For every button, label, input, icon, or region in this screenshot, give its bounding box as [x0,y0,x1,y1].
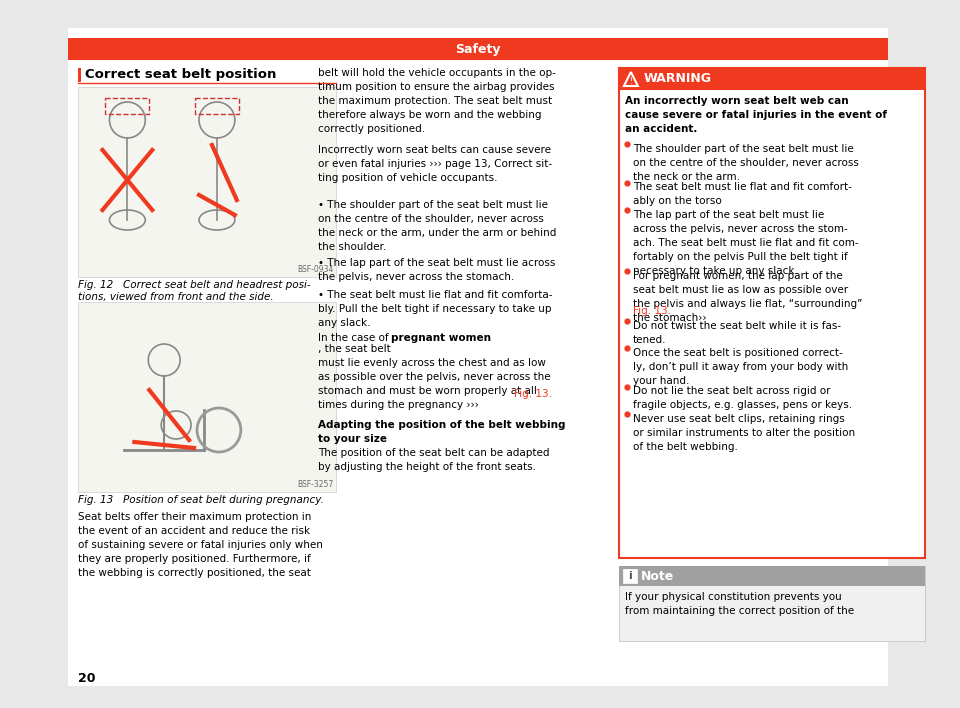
Bar [619,566,925,586]
Bar [619,68,925,90]
Text: Note: Note [641,569,674,583]
Text: pregnant women: pregnant women [391,333,492,343]
Text: The lap part of the seat belt must lie
across the pelvis, never across the stom-: The lap part of the seat belt must lie a… [633,210,858,275]
Text: Safety: Safety [455,42,500,55]
Text: Seat belts offer their maximum protection in
the event of an accident and reduce: Seat belts offer their maximum protectio… [78,512,323,578]
FancyBboxPatch shape [623,569,636,583]
Text: The seat belt must lie flat and fit comfort-
ably on the torso: The seat belt must lie flat and fit comf… [633,183,852,207]
Bar [67,38,888,60]
Text: WARNING: WARNING [644,72,711,86]
Text: i: i [628,571,632,581]
Text: , the seat belt
must lie evenly across the chest and as low
as possible over the: , the seat belt must lie evenly across t… [319,344,551,410]
Bar [195,98,239,114]
Text: Do not lie the seat belt across rigid or
fragile objects, e.g. glasses, pens or : Do not lie the seat belt across rigid or… [633,387,852,411]
Bar [78,68,81,82]
Text: Fig. 13   Position of seat belt during pregnancy.: Fig. 13 Position of seat belt during pre… [78,495,324,505]
FancyBboxPatch shape [67,28,888,686]
Text: 20: 20 [78,672,95,685]
Text: An incorrectly worn seat belt web can
cause severe or fatal injuries in the even: An incorrectly worn seat belt web can ca… [625,96,887,134]
Text: belt will hold the vehicle occupants in the op-
timum position to ensure the air: belt will hold the vehicle occupants in … [319,68,556,134]
Text: Never use seat belt clips, retaining rings
or similar instruments to alter the p: Never use seat belt clips, retaining rin… [633,413,855,452]
Text: Fig. 13.: Fig. 13. [515,389,552,399]
Text: • The seat belt must lie flat and fit comforta-
bly. Pull the belt tight if nece: • The seat belt must lie flat and fit co… [319,290,553,328]
Text: !: ! [629,76,633,86]
Text: For pregnant women, the lap part of the
seat belt must lie as low as possible ov: For pregnant women, the lap part of the … [633,271,862,323]
FancyBboxPatch shape [78,302,336,492]
Text: The position of the seat belt can be adapted
by adjusting the height of the fron: The position of the seat belt can be ada… [319,448,550,472]
Text: Incorrectly worn seat belts can cause severe
or even fatal injuries ››› page 13,: Incorrectly worn seat belts can cause se… [319,145,553,183]
Text: Adapting the position of the belt webbing
to your size: Adapting the position of the belt webbin… [319,420,566,444]
Text: The shoulder part of the seat belt must lie
on the centre of the shoulder, never: The shoulder part of the seat belt must … [633,144,859,182]
FancyBboxPatch shape [619,68,925,558]
Text: Fig. 12   Correct seat belt and headrest posi-
tions, viewed from front and the : Fig. 12 Correct seat belt and headrest p… [78,280,310,302]
FancyBboxPatch shape [619,566,925,641]
Text: Fig. 13.: Fig. 13. [633,307,671,316]
FancyBboxPatch shape [78,87,336,277]
Bar [106,98,149,114]
Text: Do not twist the seat belt while it is fas-
tened.: Do not twist the seat belt while it is f… [633,321,841,345]
Text: BSF-0934: BSF-0934 [297,265,333,274]
Text: Correct seat belt position: Correct seat belt position [84,68,276,81]
Text: If your physical constitution prevents you
from maintaining the correct position: If your physical constitution prevents y… [625,592,854,616]
Text: • The shoulder part of the seat belt must lie
on the centre of the shoulder, nev: • The shoulder part of the seat belt mus… [319,200,557,252]
Text: In the case of: In the case of [319,333,393,343]
Text: • The lap part of the seat belt must lie across
the pelvis, never across the sto: • The lap part of the seat belt must lie… [319,258,556,282]
Text: Once the seat belt is positioned correct-
ly, don’t pull it away from your body : Once the seat belt is positioned correct… [633,348,848,386]
Text: BSF-3257: BSF-3257 [297,480,333,489]
